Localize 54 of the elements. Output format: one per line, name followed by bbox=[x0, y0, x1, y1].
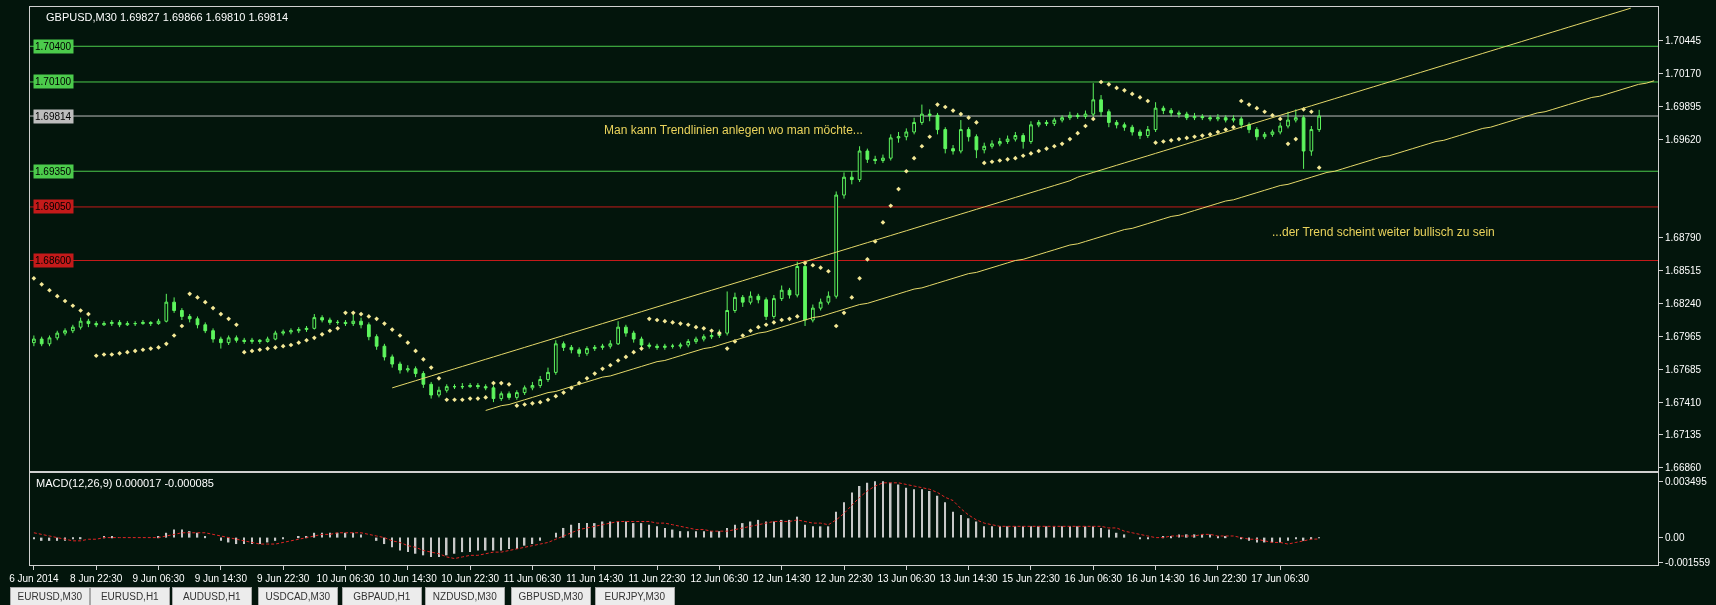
text: GBPUSD,M30 bbox=[518, 591, 584, 602]
y-tick-label: 1.69895 bbox=[1665, 100, 1702, 112]
y-tick-label: 1.68515 bbox=[1665, 265, 1702, 277]
text: USDCAD,M30 bbox=[265, 591, 331, 602]
ref-line-label: 1.70400 bbox=[35, 41, 72, 52]
ref-line-label: 1.68600 bbox=[35, 255, 72, 266]
y-tick-label: 0.00 bbox=[1665, 532, 1685, 544]
y-tick-label: 1.68790 bbox=[1665, 232, 1702, 244]
x-tick-label: 11 Jun 06:30 bbox=[503, 573, 562, 584]
ref-line-label: 1.69814 bbox=[35, 111, 72, 122]
x-tick-label: 15 Jun 22:30 bbox=[1002, 573, 1061, 584]
text: EURUSD,M30 bbox=[17, 591, 83, 602]
y-tick-label: 1.69620 bbox=[1665, 133, 1702, 145]
y-tick-label: -0.001559 bbox=[1665, 557, 1711, 569]
x-tick-label: 6 Jun 2014 bbox=[9, 573, 60, 584]
y-tick-label: 0.003495 bbox=[1665, 475, 1708, 487]
y-tick-label: 1.66860 bbox=[1665, 462, 1702, 474]
y-tick-label: 1.67135 bbox=[1665, 429, 1702, 441]
text: EURJPY,M30 bbox=[604, 591, 666, 602]
annotation: Man kann Trendlinien anlegen wo man möchte... bbox=[604, 123, 863, 137]
x-tick-label: 9 Jun 22:30 bbox=[257, 573, 310, 584]
ref-line-label: 1.70100 bbox=[35, 76, 72, 87]
x-tick-label: 11 Jun 14:30 bbox=[566, 573, 624, 584]
y-tick-label: 1.67410 bbox=[1665, 396, 1702, 408]
y-tick-label: 1.70445 bbox=[1665, 35, 1702, 47]
text: AUDUSD,H1 bbox=[182, 591, 242, 602]
x-tick-label: 10 Jun 06:30 bbox=[316, 573, 375, 584]
x-tick-label: 11 Jun 22:30 bbox=[628, 573, 687, 584]
text: EURUSD,H1 bbox=[100, 591, 160, 602]
x-tick-label: 9 Jun 14:30 bbox=[194, 573, 248, 584]
chart-title: MACD(12,26,9) 0.000017 -0.000085 bbox=[36, 477, 214, 489]
x-tick-label: 9 Jun 06:30 bbox=[132, 573, 186, 584]
x-tick-label: 12 Jun 06:30 bbox=[690, 573, 749, 584]
y-tick-label: 1.67685 bbox=[1665, 363, 1702, 375]
text: NZDUSD,M30 bbox=[432, 591, 498, 602]
x-tick-label: 10 Jun 14:30 bbox=[378, 573, 438, 584]
y-tick-label: 1.67965 bbox=[1665, 330, 1702, 342]
y-tick-label: 1.70170 bbox=[1665, 68, 1702, 80]
x-tick-label: 12 Jun 14:30 bbox=[752, 573, 812, 584]
x-tick-label: 16 Jun 06:30 bbox=[1064, 573, 1123, 584]
annotation: ...der Trend scheint weiter bullisch zu sein bbox=[1272, 225, 1495, 239]
x-tick-label: 8 Jun 22:30 bbox=[70, 573, 123, 584]
x-tick-label: 10 Jun 22:30 bbox=[441, 573, 500, 584]
x-tick-label: 16 Jun 14:30 bbox=[1126, 573, 1185, 584]
x-tick-label: 13 Jun 06:30 bbox=[877, 573, 936, 584]
x-tick-label: 12 Jun 22:30 bbox=[815, 573, 874, 584]
chart-title: GBPUSD,M30 1.69827 1.69866 1.69810 1.69814 bbox=[46, 11, 289, 23]
x-tick-label: 17 Jun 06:30 bbox=[1251, 573, 1310, 584]
ref-line-label: 1.69050 bbox=[35, 201, 72, 212]
ref-line-label: 1.69350 bbox=[35, 166, 72, 177]
y-tick-label: 1.68240 bbox=[1665, 297, 1702, 309]
x-tick-label: 13 Jun 14:30 bbox=[939, 573, 998, 584]
x-tick-label: 16 Jun 22:30 bbox=[1188, 573, 1248, 584]
text: GBPAUD,H1 bbox=[353, 591, 411, 602]
